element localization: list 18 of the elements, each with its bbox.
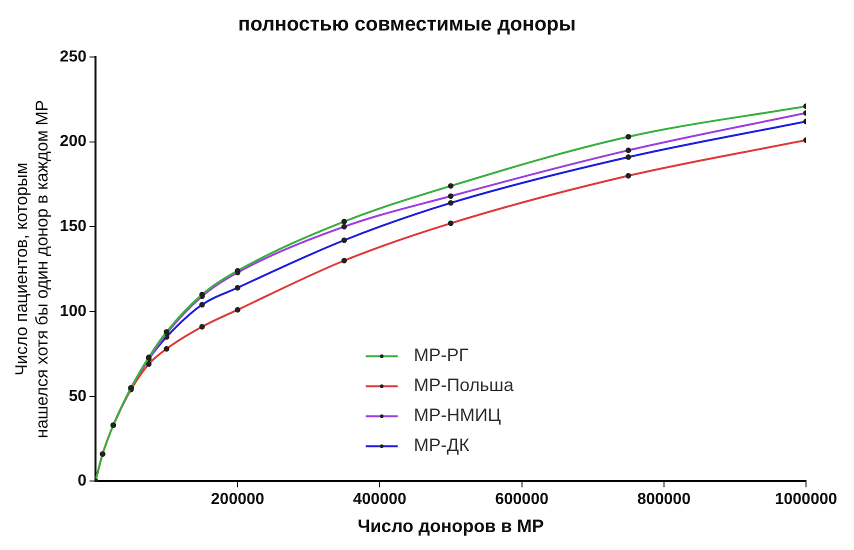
y-axis-title: Число пациентов, которым нашелся хотя бы один донор в каждом МР: [12, 100, 52, 438]
y-tick-label: 200: [60, 133, 87, 150]
y-tick-label: 250: [60, 48, 87, 66]
x-tick-label: 200000: [210, 491, 264, 508]
legend-label: МР-НМИЦ: [414, 405, 501, 426]
x-tick-label: 1000000: [774, 491, 838, 508]
y-tick-label: 0: [78, 472, 87, 490]
x-tick-label: 400000: [353, 491, 406, 508]
legend-label: МР-Польша: [414, 375, 515, 396]
x-tick-label: 600000: [495, 491, 549, 508]
y-tick-label: 50: [68, 388, 87, 405]
y-tick-label: 150: [60, 218, 87, 236]
legend-label: МР-ДК: [414, 435, 470, 456]
y-tick-label: 100: [60, 302, 87, 320]
chart-title: полностью совместимые доноры: [238, 14, 576, 36]
x-tick-label: 800000: [637, 491, 691, 508]
legend-label: МР-РГ: [414, 345, 469, 366]
x-axis-title: Число доноров в МР: [358, 516, 544, 536]
